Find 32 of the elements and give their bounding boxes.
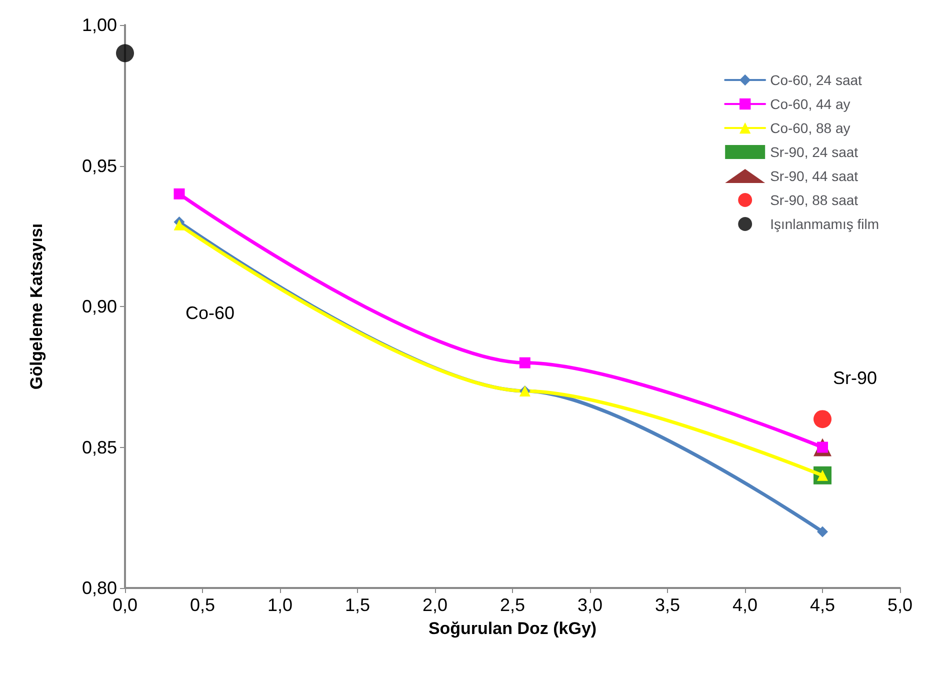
legend-label: Sr-90, 88 saat bbox=[770, 192, 858, 208]
x-tick-label: 0,5 bbox=[190, 595, 216, 615]
legend-label: Co-60, 44 ay bbox=[770, 96, 850, 112]
legend-label: Sr-90, 44 saat bbox=[770, 168, 858, 184]
annotation: Sr-90 bbox=[832, 368, 878, 388]
y-tick-label: 0,90 bbox=[82, 296, 117, 316]
x-tick-label: 3,5 bbox=[654, 595, 680, 615]
point bbox=[519, 357, 530, 368]
point bbox=[174, 188, 185, 200]
y-tick-label: 1,00 bbox=[82, 15, 117, 35]
x-axis-title: Soğurulan Doz (kGy) bbox=[428, 619, 597, 638]
y-tick-label: 0,95 bbox=[82, 156, 117, 176]
point bbox=[817, 526, 828, 538]
legend-label: Işınlanmamış film bbox=[770, 216, 880, 232]
point bbox=[814, 410, 832, 428]
y-axis-title: Gölgeleme Katsayısı bbox=[27, 223, 46, 390]
legend-label: Co-60, 88 ay bbox=[770, 120, 850, 136]
legend-label: Sr-90, 24 saat bbox=[770, 144, 858, 160]
x-tick-label: 2,5 bbox=[500, 595, 526, 615]
x-tick-label: 4,0 bbox=[732, 595, 758, 615]
x-tick-label: 0,0 bbox=[112, 595, 138, 615]
x-tick-label: 1,5 bbox=[344, 595, 370, 615]
x-tick-label: 1,0 bbox=[267, 595, 293, 615]
annotation: Co-60 bbox=[185, 303, 235, 323]
y-tick-label: 0,85 bbox=[82, 437, 117, 458]
y-tick-label: 0,80 bbox=[82, 578, 117, 598]
legend-label: Co-60, 24 saat bbox=[770, 72, 862, 88]
x-tick-label: 5,0 bbox=[887, 595, 913, 615]
x-tick-label: 3,0 bbox=[577, 595, 603, 615]
point bbox=[116, 44, 134, 62]
x-tick-label: 4,5 bbox=[810, 595, 836, 615]
x-tick-label: 2,0 bbox=[422, 595, 448, 615]
